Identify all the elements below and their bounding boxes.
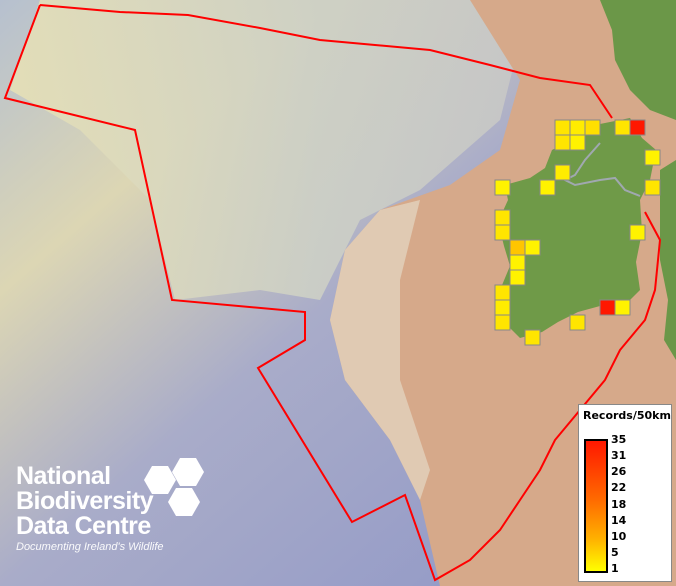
boundary-line xyxy=(3,4,662,582)
legend-tick: 1 xyxy=(611,562,619,575)
record-cell[interactable] xyxy=(494,299,511,316)
legend: Records/50km 35 31 26 22 18 14 10 5 1 xyxy=(578,404,672,582)
record-cell[interactable] xyxy=(524,329,541,346)
record-cell[interactable] xyxy=(494,314,511,331)
record-cell[interactable] xyxy=(539,179,556,196)
record-cell[interactable] xyxy=(509,254,526,271)
record-cell[interactable] xyxy=(644,149,661,166)
shallow-sea xyxy=(10,0,520,300)
record-cell[interactable] xyxy=(494,284,511,301)
border-northern-ireland xyxy=(562,142,641,197)
record-cell[interactable] xyxy=(509,239,526,256)
logo-line1: National xyxy=(16,462,111,490)
legend-color-ramp xyxy=(584,439,608,573)
record-cell[interactable] xyxy=(569,314,586,331)
records-grid xyxy=(494,119,661,346)
record-cell[interactable] xyxy=(509,269,526,286)
shelf-edge-light xyxy=(330,200,430,500)
legend-tick: 14 xyxy=(611,513,627,527)
legend-tick: 5 xyxy=(611,545,619,559)
record-cell[interactable] xyxy=(629,224,646,241)
logo-tagline: Documenting Ireland's Wildlife xyxy=(16,541,164,553)
legend-tick: 18 xyxy=(611,497,627,511)
record-cell[interactable] xyxy=(554,134,571,151)
boundary-line xyxy=(39,4,613,119)
legend-tick: 31 xyxy=(611,449,627,463)
record-cell[interactable] xyxy=(614,299,631,316)
record-cell[interactable] xyxy=(599,299,616,316)
record-cell[interactable] xyxy=(569,134,586,151)
record-cell[interactable] xyxy=(569,119,586,136)
record-cell[interactable] xyxy=(584,119,601,136)
record-cell[interactable] xyxy=(494,179,511,196)
record-cell[interactable] xyxy=(554,119,571,136)
ireland-land xyxy=(498,118,656,338)
record-cell[interactable] xyxy=(614,119,631,136)
logo-line3: Data Centre xyxy=(16,512,151,540)
record-cell[interactable] xyxy=(494,209,511,226)
legend-ticks: 35 31 26 22 18 14 10 5 1 xyxy=(611,433,626,575)
legend-tick: 22 xyxy=(611,481,627,495)
legend-title: Records/50km xyxy=(583,409,671,422)
legend-tick: 10 xyxy=(611,529,627,543)
nbdc-logo: National Biodiversity Data Centre Docume… xyxy=(16,458,204,553)
legend-tick: 35 xyxy=(611,433,627,446)
record-cell[interactable] xyxy=(554,164,571,181)
record-cell[interactable] xyxy=(644,179,661,196)
britain-land xyxy=(600,0,676,360)
record-cell[interactable] xyxy=(524,239,541,256)
record-cell[interactable] xyxy=(629,119,646,136)
legend-tick: 26 xyxy=(611,465,627,479)
record-cell[interactable] xyxy=(494,224,511,241)
logo-hexagons-icon xyxy=(144,458,204,516)
logo-line2: Biodiversity xyxy=(16,487,154,515)
